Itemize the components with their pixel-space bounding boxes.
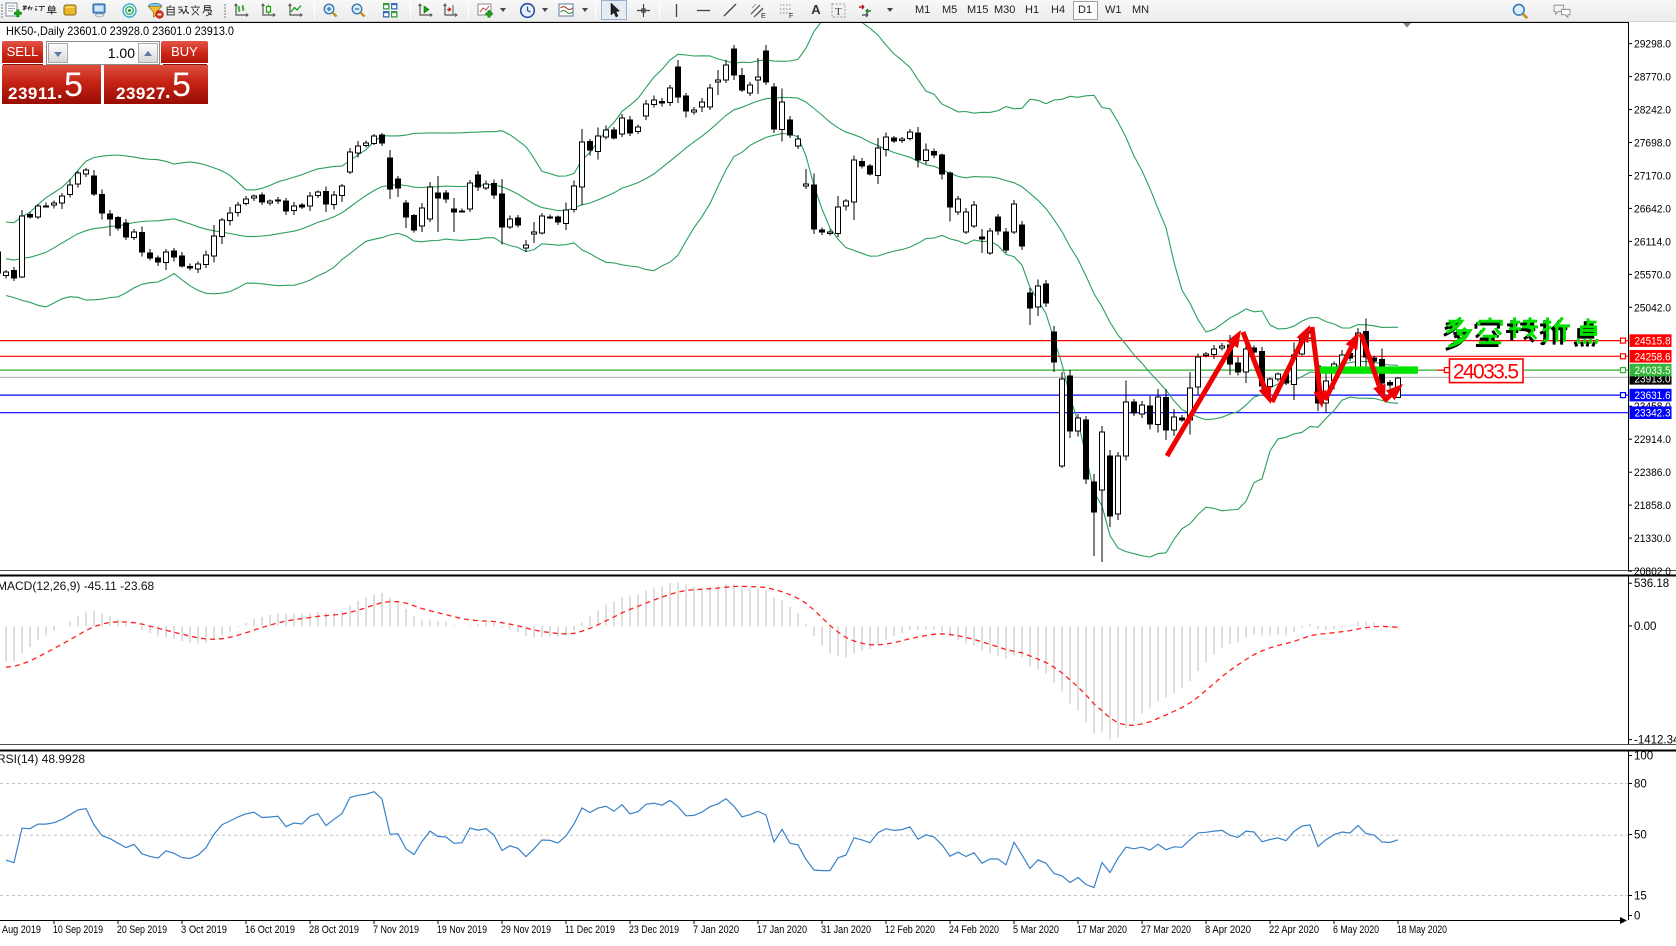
svg-text:6 May 2020: 6 May 2020 (1333, 924, 1379, 936)
svg-text:31 Jan 2020: 31 Jan 2020 (821, 924, 871, 936)
svg-text:28242.0: 28242.0 (1634, 105, 1671, 117)
svg-text:3 Oct 2019: 3 Oct 2019 (181, 924, 227, 936)
svg-text:10 Sep 2019: 10 Sep 2019 (53, 924, 103, 936)
svg-text:22914.0: 22914.0 (1634, 434, 1671, 446)
svg-text:19 Nov 2019: 19 Nov 2019 (437, 924, 487, 936)
svg-text:24033.5: 24033.5 (1453, 361, 1519, 384)
svg-text:25042.0: 25042.0 (1634, 302, 1671, 314)
svg-text:50: 50 (1634, 830, 1647, 842)
svg-text:28770.0: 28770.0 (1634, 72, 1671, 84)
svg-text:21858.0: 21858.0 (1634, 500, 1671, 512)
svg-text:22386.0: 22386.0 (1634, 467, 1671, 479)
svg-text:80: 80 (1634, 779, 1647, 791)
svg-text:7 Nov 2019: 7 Nov 2019 (373, 924, 419, 936)
svg-text:12 Feb 2020: 12 Feb 2020 (885, 924, 935, 936)
svg-text:23631.6: 23631.6 (1635, 390, 1671, 402)
svg-text:27698.0: 27698.0 (1634, 138, 1671, 150)
svg-text:23342.3: 23342.3 (1635, 408, 1671, 420)
svg-text:15: 15 (1634, 891, 1647, 903)
svg-text:26114.0: 26114.0 (1634, 236, 1671, 248)
svg-text:29 Nov 2019: 29 Nov 2019 (501, 924, 551, 936)
svg-text:0.00: 0.00 (1634, 621, 1656, 633)
svg-text:24258.6: 24258.6 (1635, 351, 1671, 363)
svg-text:MACD(12,26,9) -45.11 -23.68: MACD(12,26,9) -45.11 -23.68 (0, 579, 155, 593)
svg-text:20802.0: 20802.0 (1634, 566, 1671, 578)
svg-text:5 Mar 2020: 5 Mar 2020 (1013, 924, 1059, 936)
svg-text:16 Oct 2019: 16 Oct 2019 (245, 924, 295, 936)
svg-text:8 Apr 2020: 8 Apr 2020 (1205, 924, 1251, 936)
svg-text:F: F (789, 13, 793, 19)
svg-text:24515.8: 24515.8 (1635, 336, 1671, 348)
svg-text:29298.0: 29298.0 (1634, 39, 1671, 51)
svg-text:22 Apr 2020: 22 Apr 2020 (1269, 924, 1319, 936)
svg-text:11 Dec 2019: 11 Dec 2019 (565, 924, 615, 936)
svg-text:HK50-,Daily 23601.0 23928.0 2: HK50-,Daily 23601.0 23928.0 23601.0 2391… (6, 24, 234, 38)
svg-text:E: E (761, 13, 766, 19)
svg-text:100: 100 (1634, 751, 1653, 763)
svg-text:24 Feb 2020: 24 Feb 2020 (949, 924, 999, 936)
svg-text:21330.0: 21330.0 (1634, 533, 1671, 545)
svg-text:17 Jan 2020: 17 Jan 2020 (757, 924, 807, 936)
svg-text:18 May 2020: 18 May 2020 (1397, 924, 1447, 936)
svg-text:17 Mar 2020: 17 Mar 2020 (1077, 924, 1127, 936)
svg-text:7 Jan 2020: 7 Jan 2020 (693, 924, 739, 936)
svg-text:23 Dec 2019: 23 Dec 2019 (629, 924, 679, 936)
svg-text:20 Sep 2019: 20 Sep 2019 (117, 924, 167, 936)
svg-text:536.18: 536.18 (1634, 578, 1669, 590)
svg-text:25570.0: 25570.0 (1634, 269, 1671, 281)
svg-text:26642.0: 26642.0 (1634, 203, 1671, 215)
svg-text:0: 0 (1634, 911, 1640, 923)
svg-text:-1412.34: -1412.34 (1634, 735, 1676, 747)
svg-text:T: T (835, 6, 842, 18)
svg-text:27 Mar 2020: 27 Mar 2020 (1141, 924, 1191, 936)
svg-text:RSI(14) 48.9928: RSI(14) 48.9928 (0, 752, 85, 766)
svg-text:Aug 2019: Aug 2019 (2, 924, 41, 936)
svg-text:27170.0: 27170.0 (1634, 171, 1671, 183)
svg-text:28 Oct 2019: 28 Oct 2019 (309, 924, 359, 936)
svg-text:24033.5: 24033.5 (1635, 365, 1671, 377)
